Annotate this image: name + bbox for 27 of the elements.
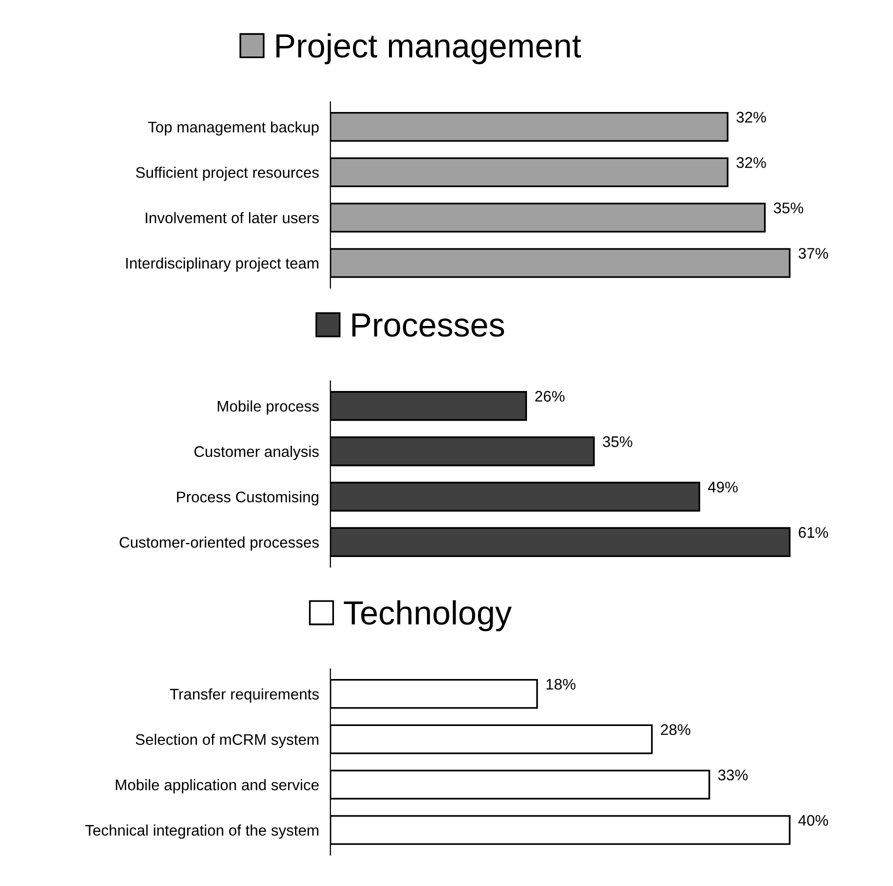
y-tick-label: Process Customising xyxy=(177,491,318,506)
y-tick-label: Involvement of later users xyxy=(146,212,319,224)
legend-label: Project management xyxy=(276,33,581,64)
y-tick-label: Top management backup xyxy=(148,121,319,136)
y-tick-label: Mobile process xyxy=(218,400,319,415)
data-label: 61% xyxy=(798,527,828,538)
data-label: 32% xyxy=(736,112,766,123)
y-tick-label: Customer analysis xyxy=(194,446,319,460)
y-tick-label: Mobile application and service xyxy=(116,779,319,794)
data-label: 28% xyxy=(660,724,690,736)
data-label: 26% xyxy=(535,390,565,402)
data-label: 18% xyxy=(546,678,576,690)
data-label: 35% xyxy=(774,202,804,214)
y-tick-label: Interdisciplinary project team xyxy=(126,257,318,272)
y-tick-label: Transfer requirements xyxy=(170,688,319,703)
y-tick-label: Customer-oriented processes xyxy=(120,536,319,551)
data-label: 32% xyxy=(736,157,766,168)
data-label: 49% xyxy=(708,482,738,492)
data-label: 37% xyxy=(798,248,828,259)
data-label: 35% xyxy=(602,436,632,448)
data-label: 33% xyxy=(718,770,748,780)
y-tick-label: Sufficient project resources xyxy=(136,166,319,181)
y-tick-label: Selection of mCRM system xyxy=(136,734,318,748)
legend-label: Processes xyxy=(352,314,504,337)
y-tick-label: Technical integration of the system xyxy=(85,824,318,839)
data-label: 40% xyxy=(798,814,828,826)
legend-label: Technology xyxy=(344,600,512,632)
